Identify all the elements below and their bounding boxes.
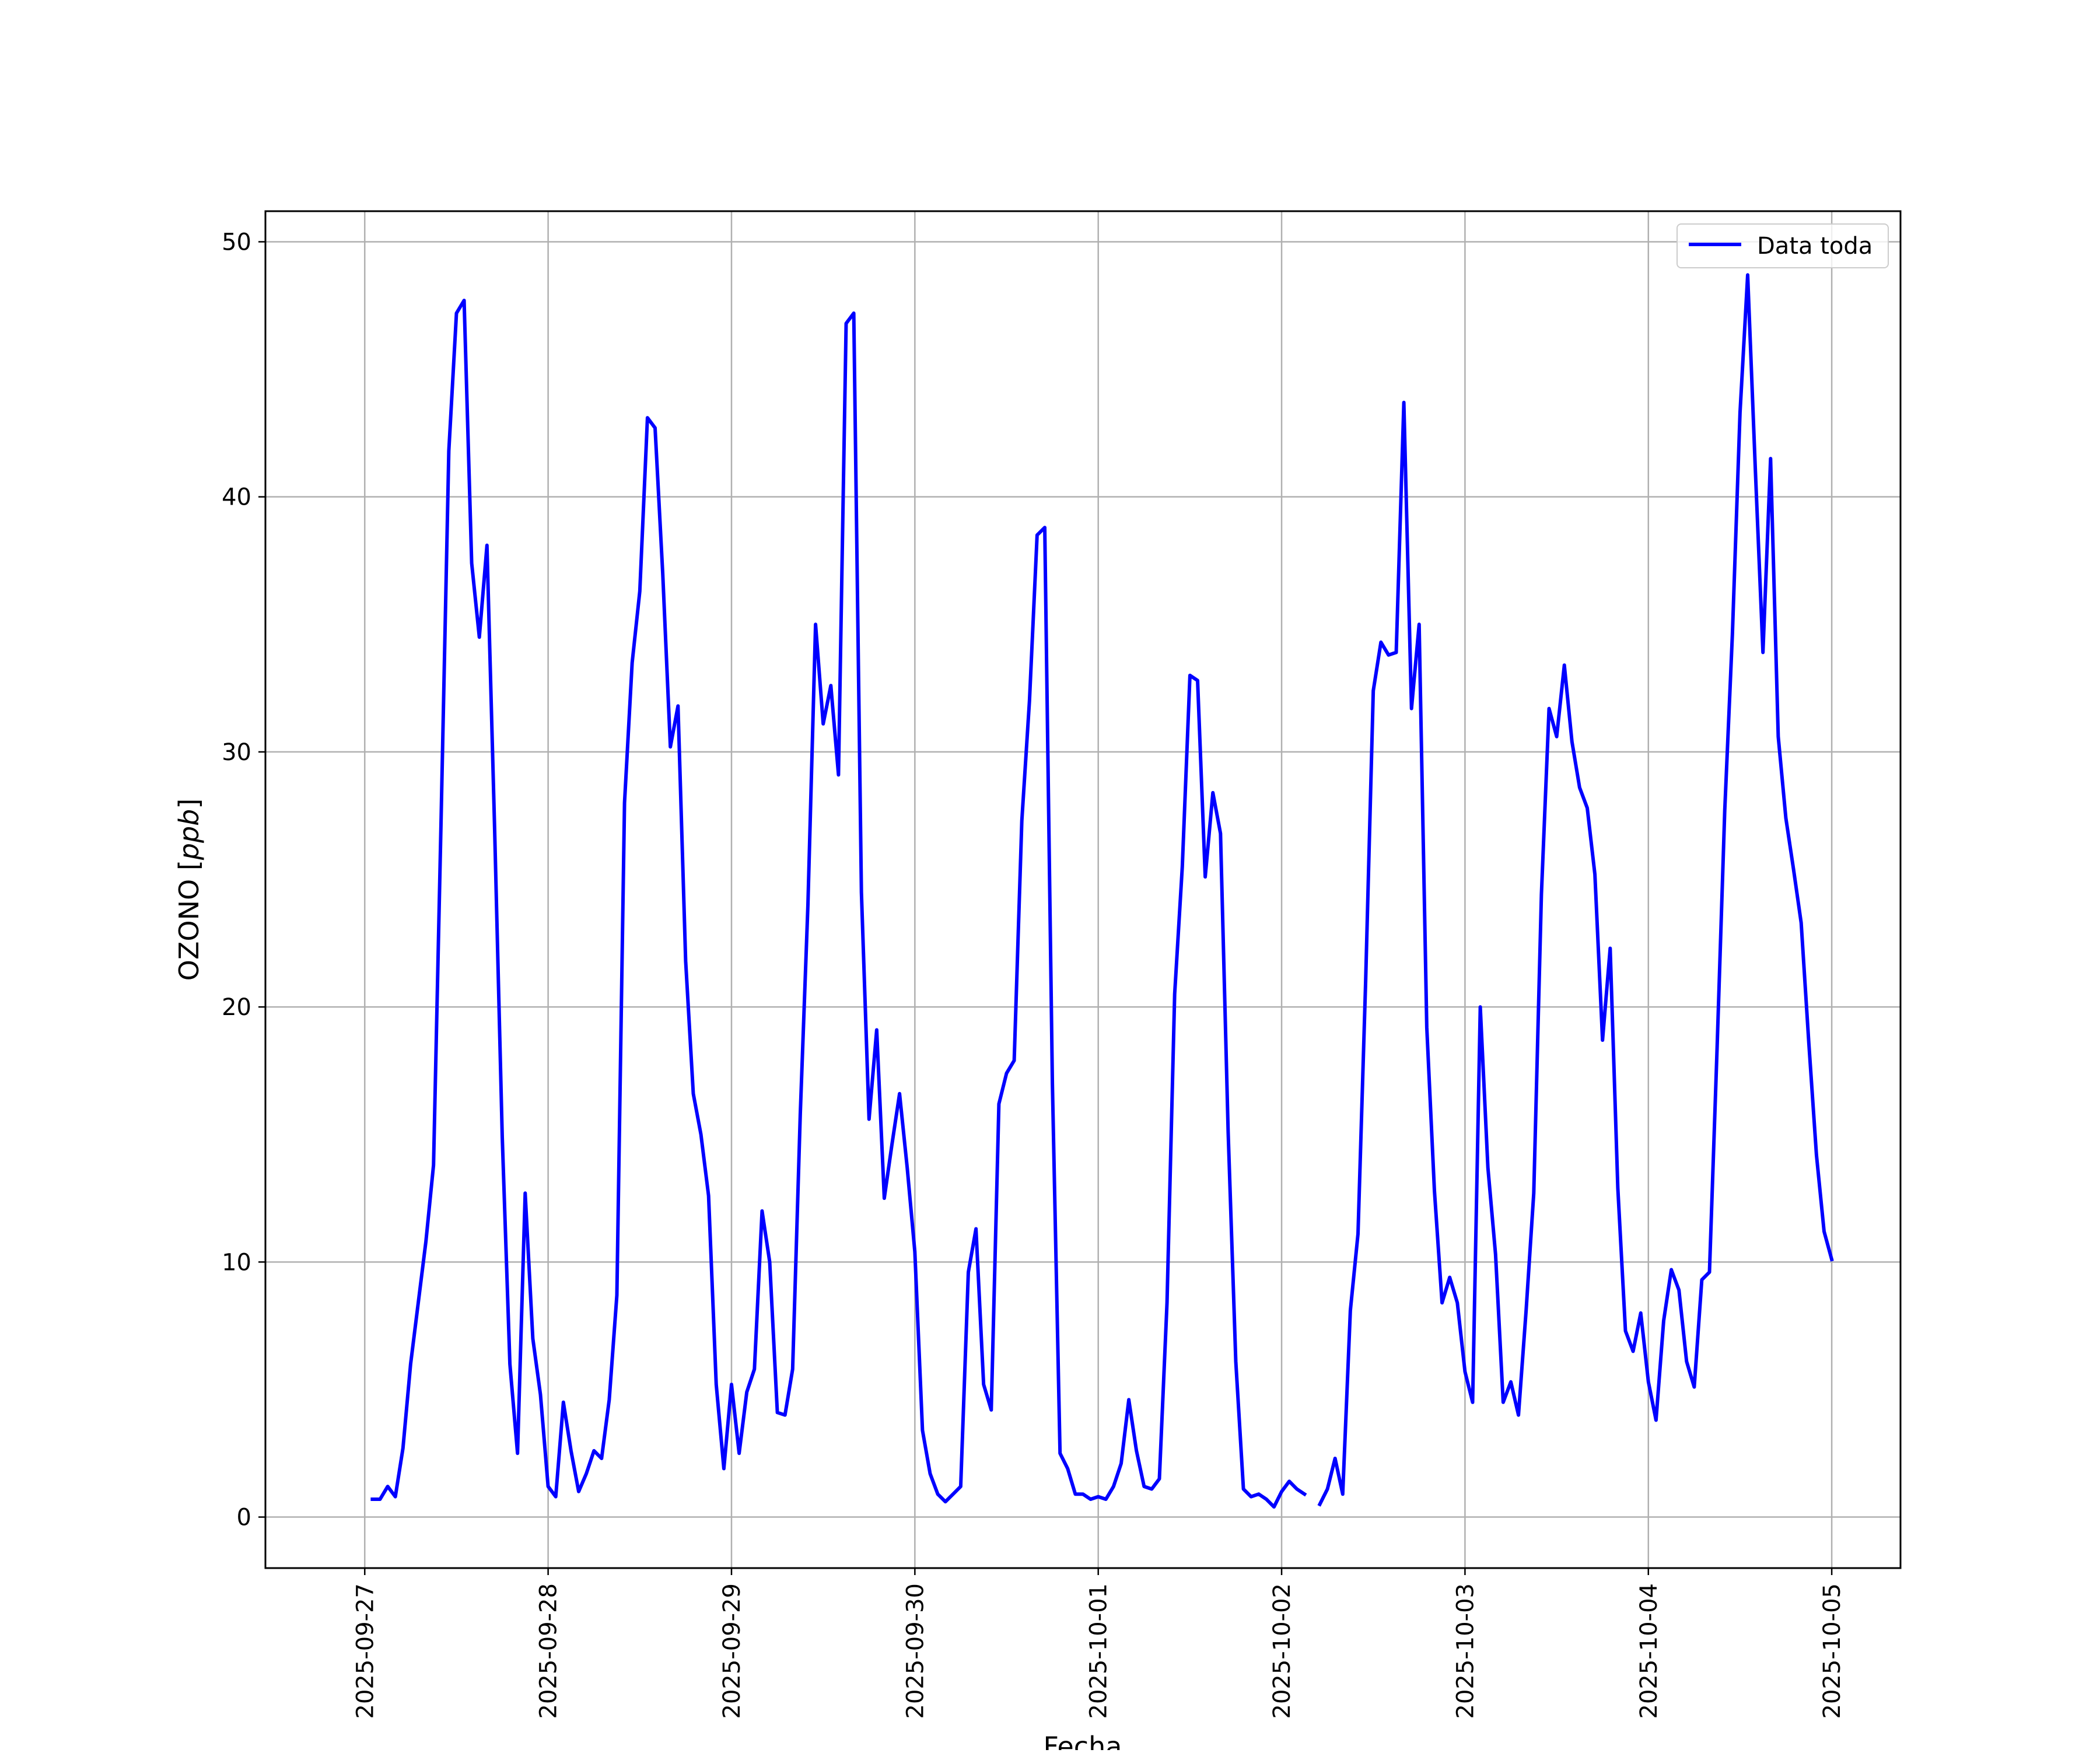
y-tick-label: 40 <box>222 484 251 511</box>
x-gridlines <box>364 211 1833 1568</box>
y-tick-label: 0 <box>237 1504 251 1531</box>
y-tick-label: 30 <box>222 739 251 766</box>
x-tick-label: 2025-10-01 <box>1086 1583 1112 1719</box>
y-axis-label-suffix: ] <box>173 799 205 809</box>
x-tick-label: 2025-09-30 <box>902 1583 929 1719</box>
x-axis: 2025-09-27 2025-09-28 2025-09-29 2025-09-30… <box>352 1568 1846 1719</box>
series-layer <box>370 273 1834 1509</box>
y-tick-label: 50 <box>222 229 251 256</box>
x-tick-label: 2025-10-03 <box>1452 1583 1479 1719</box>
x-tick-label: 2025-09-28 <box>536 1583 562 1719</box>
y-axis-label-unit: ppb <box>173 809 205 861</box>
legend-box <box>1676 223 1889 268</box>
x-tick-label: 2025-10-02 <box>1269 1583 1296 1719</box>
legend[interactable]: Data toda <box>1676 223 1889 268</box>
y-tick-label: 20 <box>222 994 251 1021</box>
x-tick-label: 2025-09-29 <box>719 1583 746 1719</box>
y-tick-label: 10 <box>222 1249 251 1276</box>
x-axis-label: Fecha <box>1044 1731 1122 1750</box>
y-axis: 0 10 20 30 40 50 <box>222 229 265 1531</box>
series-line-data-toda <box>370 273 1834 1509</box>
x-tick-label: 2025-10-05 <box>1819 1583 1846 1719</box>
y-axis-label: OZONO [ppb] <box>173 799 205 981</box>
y-gridlines <box>265 241 1901 1518</box>
x-tick-label: 2025-10-04 <box>1636 1583 1662 1719</box>
x-tick-label: 2025-09-27 <box>352 1583 379 1719</box>
legend-label-data-toda: Data toda <box>1757 233 1873 260</box>
plot-frame <box>264 210 1902 1569</box>
y-axis-label-prefix: OZONO [ <box>173 860 205 981</box>
